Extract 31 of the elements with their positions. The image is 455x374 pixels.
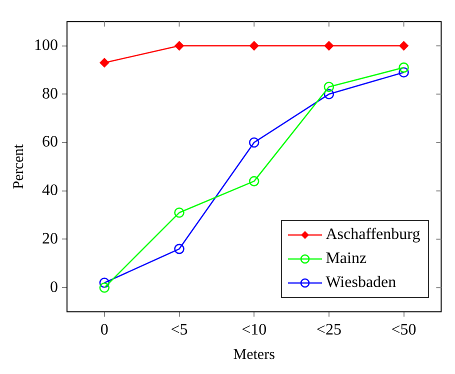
point (324, 41, 334, 50)
x-tick-label: <50 (391, 322, 416, 339)
point (324, 82, 334, 92)
y-tick-label: 60 (42, 134, 58, 151)
point (174, 244, 184, 254)
y-tick-label: 40 (42, 182, 58, 200)
point (249, 41, 259, 50)
x-axis-title: Meters (233, 346, 276, 363)
x-tick-label: <10 (242, 322, 267, 339)
point (398, 67, 409, 78)
point (399, 41, 408, 50)
point (99, 278, 110, 288)
legend-label: Mainz (326, 250, 367, 268)
x-tick-label: <5 (170, 322, 188, 339)
y-axis-title: Percent (10, 143, 27, 190)
point (398, 62, 409, 73)
legend-label: Aschaffenburg (326, 226, 420, 244)
y-tick-label: 0 (50, 278, 58, 296)
point (248, 137, 260, 148)
point (248, 176, 260, 186)
x-tick-label: 0 (100, 322, 108, 339)
point (100, 58, 110, 68)
point (99, 282, 110, 293)
point (174, 208, 184, 218)
legend-label: Wiesbaden (326, 274, 396, 292)
point (174, 41, 184, 50)
point (324, 89, 334, 100)
x-tick-label: <25 (316, 322, 342, 339)
y-tick-label: 20 (42, 230, 58, 248)
y-tick-label: 100 (34, 36, 58, 54)
y-tick-label: 80 (42, 85, 58, 102)
